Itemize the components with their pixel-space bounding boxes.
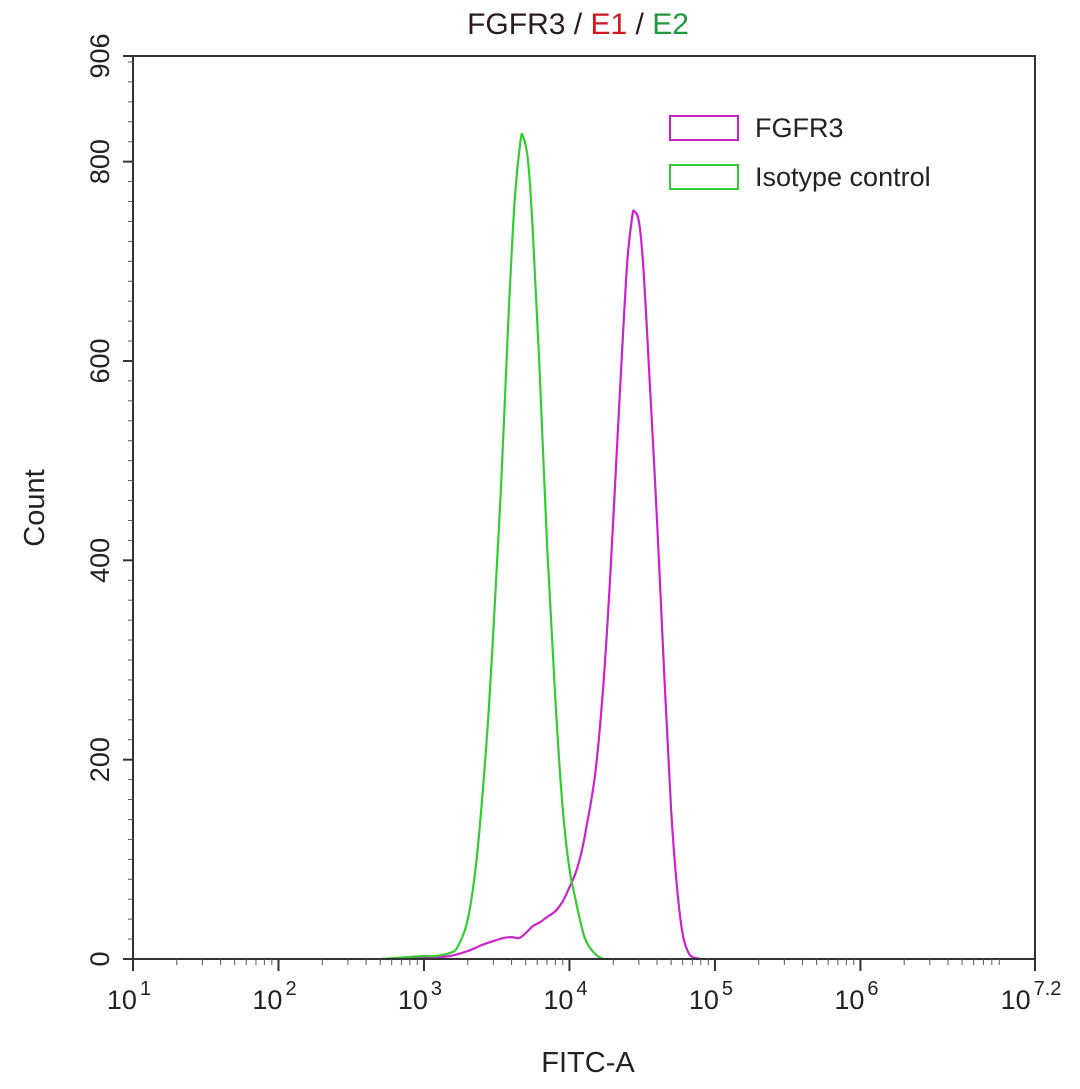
x-tick-label: 10 7.2: [1001, 978, 1062, 1015]
x-tick-label: 10 1: [107, 978, 151, 1015]
y-axis-title: Count: [19, 469, 51, 546]
x-axis: 10 1 10 2 10 3 10 4 10 5 10 6 10 7.2: [107, 958, 1062, 1015]
legend-swatch: [669, 115, 739, 141]
legend: FGFR3 Isotype control: [669, 113, 931, 192]
y-tick-label: 0: [85, 951, 115, 966]
y-tick-label: 600: [85, 338, 115, 383]
x-axis-title: FITC-A: [541, 1047, 635, 1079]
legend-label: FGFR3: [755, 113, 844, 143]
title-part-0: FGFR3: [467, 8, 565, 41]
title-part-2: E1: [590, 8, 627, 41]
histogram-curves: [380, 132, 702, 961]
x-tick-label: 10 4: [543, 978, 587, 1015]
x-tick-label: 10 5: [689, 978, 733, 1015]
title-part-1: /: [565, 8, 590, 41]
x-tick-label: 10 6: [834, 978, 878, 1015]
x-tick-label: 10 3: [398, 978, 442, 1015]
chart-title: FGFR3 / E1 / E2: [467, 8, 689, 41]
x-tick-label: 10 2: [252, 978, 296, 1015]
series-line-fgfr3: [401, 209, 702, 961]
y-tick-label: 200: [85, 737, 115, 782]
title-part-4: E2: [652, 8, 689, 41]
y-tick-label: 400: [85, 538, 115, 583]
series-line-isotype-control: [380, 132, 604, 961]
y-tick-label: 906: [85, 33, 115, 78]
title-part-3: /: [627, 8, 652, 41]
legend-swatch: [669, 164, 739, 190]
y-tick-label: 800: [85, 139, 115, 184]
legend-label: Isotype control: [755, 162, 931, 192]
y-axis: 0 200 400 600 800 906: [85, 33, 134, 967]
